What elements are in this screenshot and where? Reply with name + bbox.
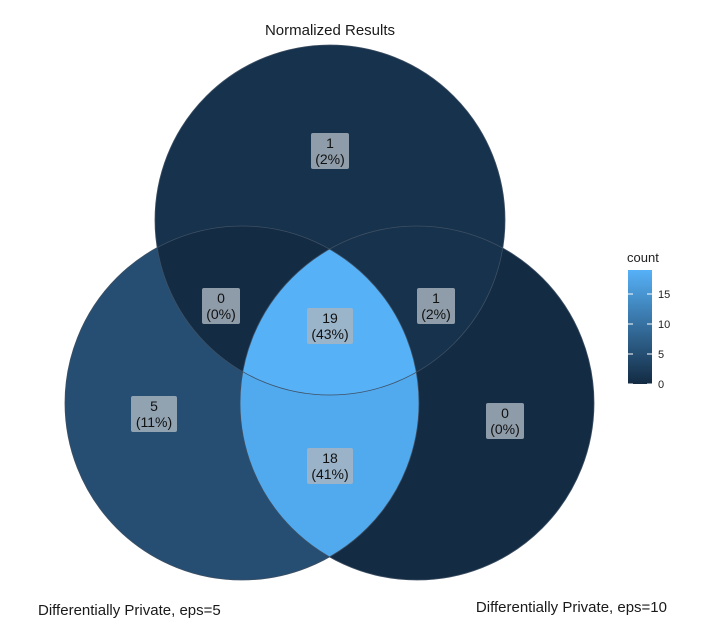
region-label-box (311, 133, 349, 169)
region-percent-label: (2%) (315, 151, 345, 167)
region-count-label: 1 (326, 135, 334, 151)
legend-tick-label: 0 (658, 379, 664, 391)
region-percent-label: (11%) (136, 414, 172, 430)
region-count-label: 0 (501, 405, 509, 421)
region-label-box (131, 396, 177, 432)
region-count-label: 19 (322, 310, 338, 326)
region-label-all-three: 19(43%) (307, 308, 353, 344)
region-count-label: 5 (150, 398, 158, 414)
legend-ticks: 0 5 10 15 (628, 289, 670, 391)
legend-tick-label: 15 (658, 289, 670, 301)
region-count-label: 18 (322, 450, 338, 466)
set-label-eps5: Differentially Private, eps=5 (38, 602, 221, 619)
region-label-top-right: 1(2%) (417, 288, 455, 324)
region-count-label: 1 (432, 290, 440, 306)
circle-outline-t (154, 44, 506, 396)
venn-circle-outlines (64, 44, 595, 581)
color-legend: count 0 5 10 15 (627, 250, 670, 391)
region-percent-label: (0%) (206, 306, 236, 322)
region-label-box (202, 288, 240, 324)
region-label-box (307, 308, 353, 344)
region-label-right-only: 0(0%) (486, 403, 524, 439)
set-label-eps10: Differentially Private, eps=10 (476, 599, 667, 616)
region-label-top-left: 0(0%) (202, 288, 240, 324)
region-percent-label: (41%) (311, 466, 348, 482)
region-label-box (417, 288, 455, 324)
chart-title: Normalized Results (265, 22, 395, 39)
region-label-top-only: 1(2%) (311, 133, 349, 169)
region-percent-label: (2%) (421, 306, 451, 322)
region-label-box (307, 448, 353, 484)
venn-region-labels: 1(2%)0(0%)1(2%)19(43%)5(11%)18(41%)0(0%) (131, 133, 524, 484)
region-label-box (486, 403, 524, 439)
legend-colorbar (628, 270, 652, 384)
circle-outline-l (64, 225, 420, 581)
legend-tick-label: 5 (658, 349, 664, 361)
circle-outline-r (239, 225, 595, 581)
legend-title: count (627, 250, 659, 265)
legend-tick-label: 10 (658, 319, 670, 331)
region-percent-label: (43%) (311, 326, 348, 342)
region-count-label: 0 (217, 290, 225, 306)
region-label-left-only: 5(11%) (131, 396, 177, 432)
region-label-left-right: 18(41%) (307, 448, 353, 484)
region-percent-label: (0%) (490, 421, 520, 437)
